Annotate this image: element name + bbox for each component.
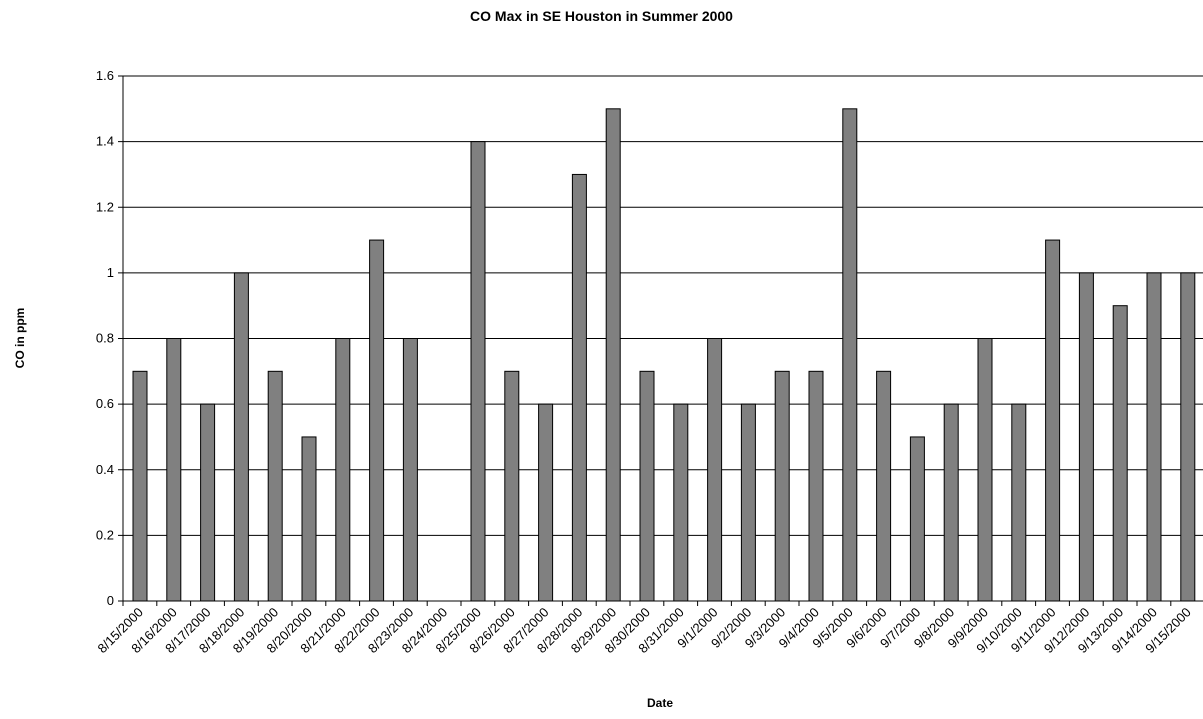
bar [301, 436, 317, 602]
bar [504, 370, 520, 602]
bar [774, 370, 790, 602]
bar [1112, 305, 1128, 602]
bar [1078, 272, 1094, 602]
bar [605, 108, 621, 602]
x-axis-title: Date [646, 696, 673, 710]
bar [808, 370, 824, 602]
bar [267, 370, 283, 602]
bar [977, 338, 993, 602]
y-tick-label: 0.8 [96, 331, 114, 346]
bar [740, 403, 756, 602]
bar [639, 370, 655, 602]
y-tick-label: 0.2 [96, 527, 114, 542]
y-tick-label: 0.4 [96, 462, 114, 477]
y-tick-label: 1.4 [96, 134, 114, 149]
bar [369, 239, 385, 602]
bar [1146, 272, 1162, 602]
bar [1011, 403, 1027, 602]
y-tick-label: 1 [107, 265, 114, 280]
y-tick-label: 0 [107, 593, 114, 608]
bar [233, 272, 249, 602]
bar [538, 403, 554, 602]
bar [707, 338, 723, 602]
bar [470, 141, 486, 602]
bar [943, 403, 959, 602]
bar [1180, 272, 1196, 602]
bar [132, 370, 148, 602]
y-tick-label: 0.6 [96, 396, 114, 411]
bar [1045, 239, 1061, 602]
chart-title: CO Max in SE Houston in Summer 2000 [470, 8, 733, 24]
y-tick-label: 1.6 [96, 68, 114, 83]
bar [909, 436, 925, 602]
bar [335, 338, 351, 602]
bar [842, 108, 858, 602]
bar [876, 370, 892, 602]
y-tick-label: 1.2 [96, 199, 114, 214]
bar [673, 403, 689, 602]
bar [200, 403, 216, 602]
bar [402, 338, 418, 602]
bar [166, 338, 182, 602]
bar [571, 173, 587, 602]
